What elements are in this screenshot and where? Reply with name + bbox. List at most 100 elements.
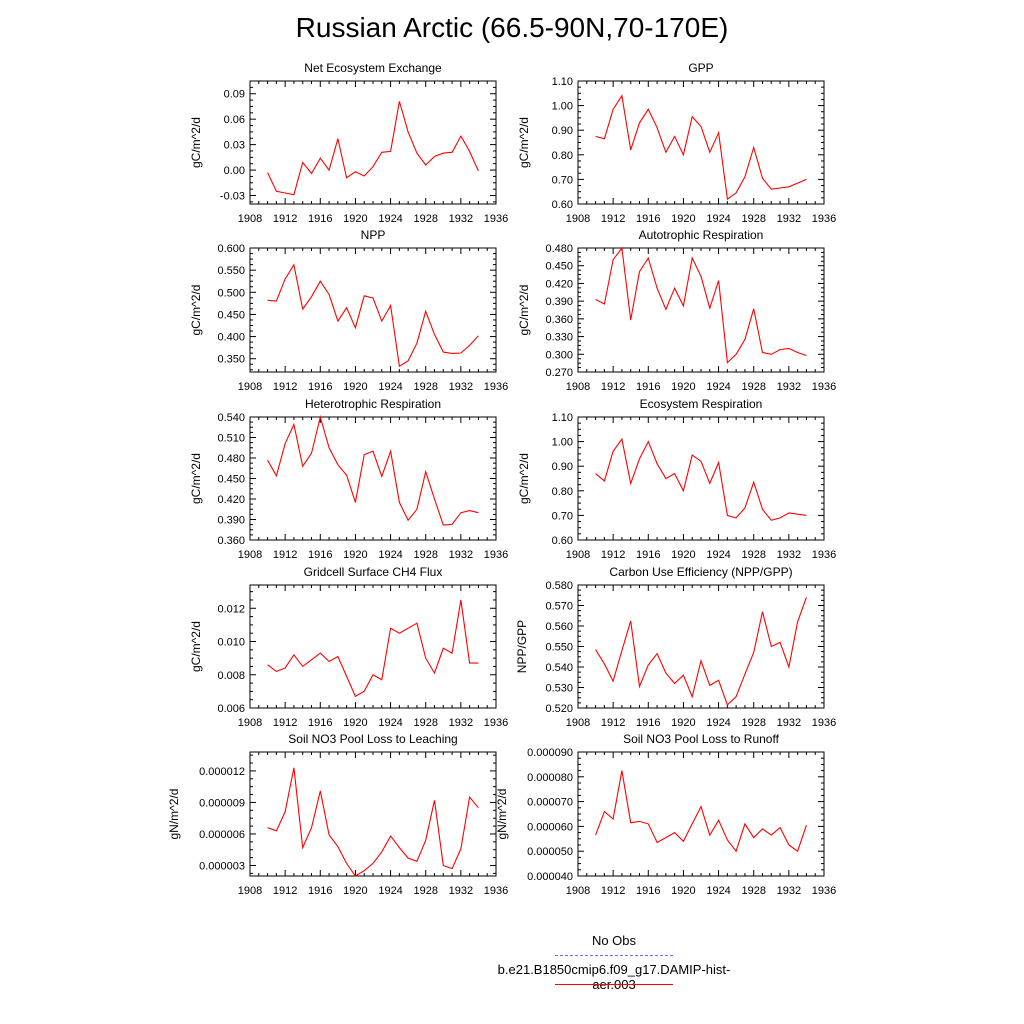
x-tick-label: 1916 xyxy=(308,717,332,729)
y-tick-label: 0.530 xyxy=(545,683,573,695)
x-tick-label: 1916 xyxy=(308,549,332,561)
x-tick-label: 1920 xyxy=(343,717,367,729)
panel-title: Gridcell Surface CH4 Flux xyxy=(304,565,443,579)
y-tick-label: 0.000009 xyxy=(199,797,245,809)
x-tick-label: 1936 xyxy=(484,717,508,729)
series-line xyxy=(595,246,807,364)
x-tick-label: 1920 xyxy=(671,885,695,897)
y-axis-label: gC/m^2/d xyxy=(189,117,203,168)
chart-panel-9: 1908 1912 1916 1920 1924 1928 1932 1936 0.000003… xyxy=(167,732,508,897)
x-tick-label: 1916 xyxy=(308,213,332,225)
y-tick-label: 0.000070 xyxy=(527,797,573,809)
plot-frame xyxy=(249,80,497,205)
y-tick-label: 0.000080 xyxy=(527,772,573,784)
x-tick-label: 1916 xyxy=(308,381,332,393)
y-tick-label: 0.006 xyxy=(217,703,245,715)
x-tick-label: 1916 xyxy=(636,381,660,393)
x-tick-label: 1920 xyxy=(671,717,695,729)
x-tick-label: 1928 xyxy=(741,381,765,393)
y-axis-label: gC/m^2/d xyxy=(517,117,531,168)
y-tick-label: 1.10 xyxy=(552,412,573,424)
y-tick-label: 0.560 xyxy=(545,621,573,633)
page-title: Russian Arctic (66.5-90N,70-170E) xyxy=(295,12,729,43)
x-tick-label: 1928 xyxy=(741,213,765,225)
y-tick-label: 0.330 xyxy=(545,332,573,344)
y-tick-label: 0.480 xyxy=(217,453,245,465)
y-tick-label: 1.00 xyxy=(552,437,573,449)
y-tick-label: 0.360 xyxy=(545,314,573,326)
x-tick-label: 1912 xyxy=(273,717,297,729)
chart-panel-4: 1908 1912 1916 1920 1924 1928 1932 1936 0.270 0.3… xyxy=(517,228,836,393)
x-tick-label: 1936 xyxy=(812,717,836,729)
x-tick-label: 1924 xyxy=(706,381,730,393)
x-tick-label: 1936 xyxy=(484,549,508,561)
y-tick-label: 0.008 xyxy=(217,670,245,682)
y-tick-label: 0.600 xyxy=(217,243,245,255)
x-tick-label: 1936 xyxy=(812,213,836,225)
chart-panel-8: 1908 1912 1916 1920 1924 1928 1932 1936 0.520 0.5… xyxy=(515,565,836,729)
y-tick-label: 0.300 xyxy=(545,349,573,361)
y-axis-label: gN/m^2/d xyxy=(167,789,181,840)
y-tick-label: 0.012 xyxy=(217,603,245,615)
x-tick-label: 1932 xyxy=(449,717,473,729)
x-tick-label: 1912 xyxy=(273,549,297,561)
y-axis-label: gC/m^2/d xyxy=(189,453,203,504)
x-tick-label: 1924 xyxy=(378,381,402,393)
x-tick-label: 1920 xyxy=(671,213,695,225)
y-tick-label: 0.580 xyxy=(545,580,573,592)
x-tick-label: 1932 xyxy=(449,549,473,561)
x-tick-label: 1912 xyxy=(273,213,297,225)
legend-model-line xyxy=(555,984,673,985)
series-line xyxy=(595,437,807,521)
x-tick-label: 1908 xyxy=(238,381,262,393)
x-tick-label: 1908 xyxy=(238,213,262,225)
y-tick-label: 0.00 xyxy=(224,165,245,177)
y-axis-label: gN/m^2/d xyxy=(495,789,509,840)
x-tick-label: 1916 xyxy=(636,885,660,897)
plot-frame xyxy=(577,416,825,541)
x-tick-label: 1932 xyxy=(777,717,801,729)
chart-panel-7: 1908 1912 1916 1920 1924 1928 1932 1936 0.006 0.0… xyxy=(189,565,508,729)
y-tick-label: 0.60 xyxy=(552,535,573,547)
chart-panel-6: 1908 1912 1916 1920 1924 1928 1932 1936 0.60 0.70… xyxy=(517,397,836,561)
x-tick-label: 1928 xyxy=(413,213,437,225)
x-tick-label: 1920 xyxy=(343,213,367,225)
panel-title: Autotrophic Respiration xyxy=(639,228,764,242)
legend-obs-line xyxy=(555,955,673,956)
plot-frame xyxy=(577,247,825,373)
panel-title: Soil NO3 Pool Loss to Leaching xyxy=(288,732,457,746)
x-tick-label: 1920 xyxy=(671,549,695,561)
plot-frame xyxy=(577,751,825,877)
panel-title: GPP xyxy=(688,61,713,75)
x-tick-label: 1916 xyxy=(636,717,660,729)
x-tick-label: 1920 xyxy=(343,885,367,897)
plot-frame xyxy=(249,584,497,709)
y-tick-label: 0.000003 xyxy=(199,860,245,872)
panel-title: Heterotrophic Respiration xyxy=(305,397,441,411)
x-tick-label: 1936 xyxy=(812,381,836,393)
x-tick-label: 1908 xyxy=(566,717,590,729)
y-tick-label: 0.90 xyxy=(552,461,573,473)
x-tick-label: 1928 xyxy=(741,549,765,561)
y-tick-label: 0.390 xyxy=(217,515,245,527)
series-line xyxy=(267,599,479,698)
y-tick-label: 0.570 xyxy=(545,601,573,613)
series-line xyxy=(595,770,807,853)
x-tick-label: 1928 xyxy=(741,717,765,729)
x-tick-label: 1920 xyxy=(343,549,367,561)
x-tick-label: 1908 xyxy=(238,717,262,729)
plot-frame xyxy=(577,584,825,709)
y-tick-label: 1.10 xyxy=(552,76,573,88)
series-line xyxy=(267,767,479,877)
y-tick-label: 0.010 xyxy=(217,637,245,649)
chart-panel-2: 1908 1912 1916 1920 1924 1928 1932 1936 0.60 0.70… xyxy=(517,61,836,225)
y-axis-label: NPP/GPP xyxy=(515,620,529,673)
x-tick-label: 1924 xyxy=(706,213,730,225)
y-tick-label: 0.09 xyxy=(224,89,245,101)
y-tick-label: 0.70 xyxy=(552,510,573,522)
y-tick-label: 0.000090 xyxy=(527,747,573,759)
series-line xyxy=(595,597,807,706)
x-tick-label: 1924 xyxy=(706,885,730,897)
x-tick-label: 1936 xyxy=(484,213,508,225)
